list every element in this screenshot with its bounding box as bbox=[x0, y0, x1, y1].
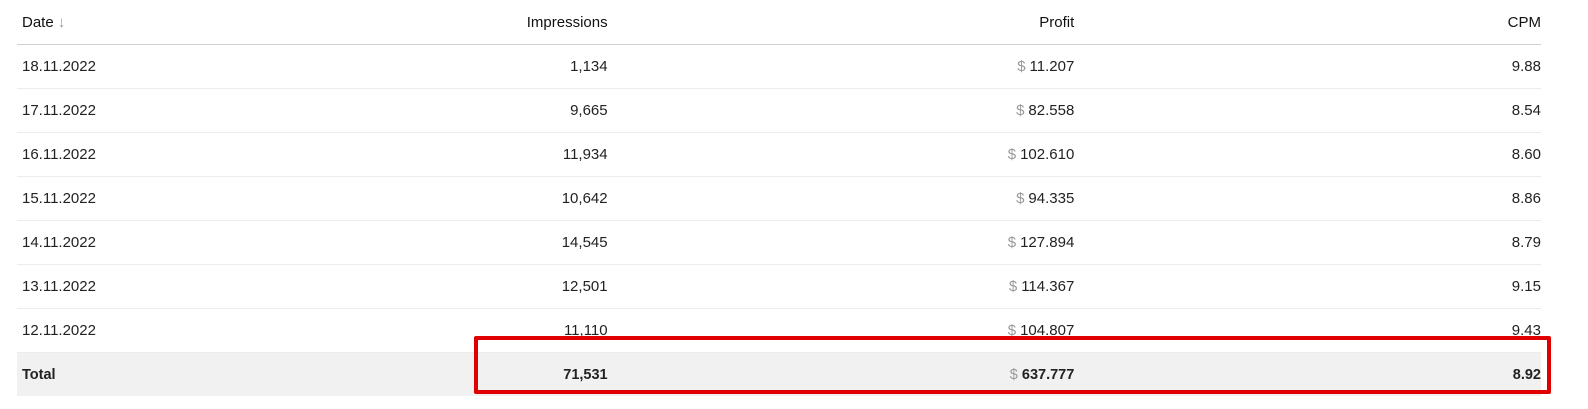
table-row: 15.11.2022 10,642 $94.335 8.86 bbox=[17, 177, 1541, 221]
table-header: Date ↓ Impressions Profit CPM bbox=[17, 0, 1541, 45]
cell-profit: $94.335 bbox=[1016, 190, 1075, 207]
cell-profit: $104.807 bbox=[1007, 322, 1075, 339]
cell-profit: $114.367 bbox=[1008, 278, 1075, 295]
cell-impressions: 14,545 bbox=[561, 234, 608, 251]
cell-impressions: 12,501 bbox=[561, 278, 608, 295]
table-row: 16.11.2022 11,934 $102.610 8.60 bbox=[17, 133, 1541, 177]
cell-cpm: 8.86 bbox=[1511, 190, 1541, 207]
cell-impressions: 11,110 bbox=[563, 322, 608, 339]
column-header-cpm[interactable]: CPM bbox=[1507, 13, 1541, 31]
cell-impressions: 9,665 bbox=[570, 102, 608, 119]
cell-impressions: 11,934 bbox=[562, 146, 608, 163]
cell-date: 18.11.2022 bbox=[22, 58, 96, 75]
dollar-icon: $ bbox=[1007, 146, 1017, 163]
stats-table: Date ↓ Impressions Profit CPM 18.11.2022 … bbox=[17, 0, 1541, 396]
dollar-icon: $ bbox=[1007, 322, 1017, 339]
cell-profit: $82.558 bbox=[1016, 102, 1075, 119]
dollar-icon: $ bbox=[1016, 102, 1025, 119]
table-row: 18.11.2022 1,134 $11.207 9.88 bbox=[17, 45, 1541, 89]
cell-cpm: 9.15 bbox=[1511, 278, 1541, 295]
cell-cpm: 8.79 bbox=[1511, 234, 1541, 251]
cell-date: 16.11.2022 bbox=[22, 146, 96, 163]
cell-profit: $11.207 bbox=[1017, 58, 1075, 75]
dollar-icon: $ bbox=[1007, 234, 1017, 251]
dollar-icon: $ bbox=[1017, 58, 1026, 75]
table-row: 17.11.2022 9,665 $82.558 8.54 bbox=[17, 89, 1541, 133]
table-row: 14.11.2022 14,545 $127.894 8.79 bbox=[17, 221, 1541, 265]
cell-date: 15.11.2022 bbox=[22, 190, 96, 207]
cell-cpm: 8.60 bbox=[1511, 146, 1541, 163]
cell-cpm: 9.43 bbox=[1511, 322, 1541, 339]
cell-cpm: 8.54 bbox=[1511, 102, 1541, 119]
cell-date: 17.11.2022 bbox=[22, 102, 96, 119]
column-header-impressions[interactable]: Impressions bbox=[526, 13, 608, 31]
table-row: 12.11.2022 11,110 $104.807 9.43 bbox=[17, 309, 1541, 353]
dollar-icon: $ bbox=[1009, 366, 1018, 383]
cell-date: 12.11.2022 bbox=[22, 322, 96, 339]
table-row: 13.11.2022 12,501 $114.367 9.15 bbox=[17, 265, 1541, 309]
dollar-icon: $ bbox=[1008, 278, 1018, 295]
cell-profit: $102.610 bbox=[1007, 146, 1075, 163]
total-cpm: 8.92 bbox=[1512, 366, 1541, 383]
cell-impressions: 1,134 bbox=[570, 58, 608, 75]
cell-cpm: 9.88 bbox=[1511, 58, 1541, 75]
total-impressions: 71,531 bbox=[563, 366, 608, 383]
cell-date: 13.11.2022 bbox=[22, 278, 96, 295]
dollar-icon: $ bbox=[1016, 190, 1025, 207]
cell-impressions: 10,642 bbox=[561, 190, 608, 207]
total-row: Total 71,531 $637.777 8.92 bbox=[17, 353, 1541, 396]
total-profit: $637.777 bbox=[1009, 366, 1075, 383]
total-label: Total bbox=[22, 366, 56, 383]
column-header-date[interactable]: Date ↓ bbox=[22, 13, 66, 31]
cell-date: 14.11.2022 bbox=[22, 234, 96, 251]
arrow-down-icon[interactable]: ↓ bbox=[57, 13, 66, 31]
cell-profit: $127.894 bbox=[1007, 234, 1075, 251]
column-header-profit[interactable]: Profit bbox=[1039, 13, 1075, 31]
